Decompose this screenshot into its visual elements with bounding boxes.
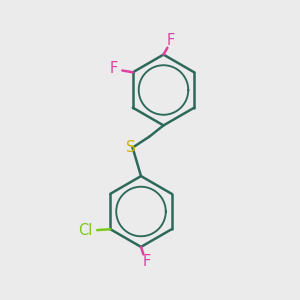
Text: S: S bbox=[126, 140, 136, 155]
Text: Cl: Cl bbox=[79, 223, 93, 238]
Text: F: F bbox=[167, 33, 175, 48]
Text: F: F bbox=[142, 254, 151, 269]
Text: F: F bbox=[110, 61, 118, 76]
